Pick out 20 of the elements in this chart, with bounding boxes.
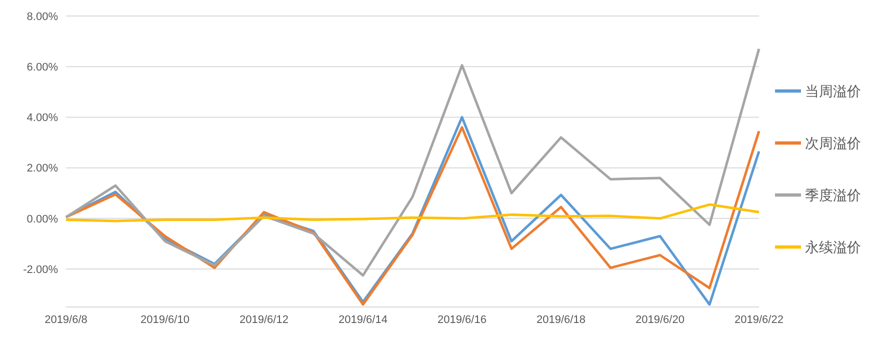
y-tick-label: 4.00% xyxy=(26,112,58,124)
legend-label: 永续溢价 xyxy=(805,238,861,254)
x-tick-label: 2019/6/22 xyxy=(734,314,784,326)
x-tick-label: 2019/6/14 xyxy=(338,314,388,326)
y-tick-label: 8.00% xyxy=(26,10,58,23)
legend-label: 次周溢价 xyxy=(805,134,861,150)
y-tick-label: -2.00% xyxy=(23,264,58,276)
y-tick-label: 2.00% xyxy=(26,162,58,175)
x-tick-label: 2019/6/12 xyxy=(240,314,288,326)
x-tick-label: 2019/6/10 xyxy=(140,314,190,326)
line-series xyxy=(64,203,760,222)
legend-label: 季度溢价 xyxy=(805,186,861,202)
x-tick-label: 2019/6/18 xyxy=(536,314,586,326)
y-tick-label: 0.00% xyxy=(26,213,58,226)
y-tick-label: 6.00% xyxy=(26,62,58,74)
line-series xyxy=(64,48,760,277)
x-tick-label: 2019/6/8 xyxy=(44,314,88,326)
legend-label: 当周溢价 xyxy=(805,82,861,98)
x-tick-label: 2019/6/16 xyxy=(438,314,486,326)
x-tick-label: 2019/6/20 xyxy=(636,314,684,326)
